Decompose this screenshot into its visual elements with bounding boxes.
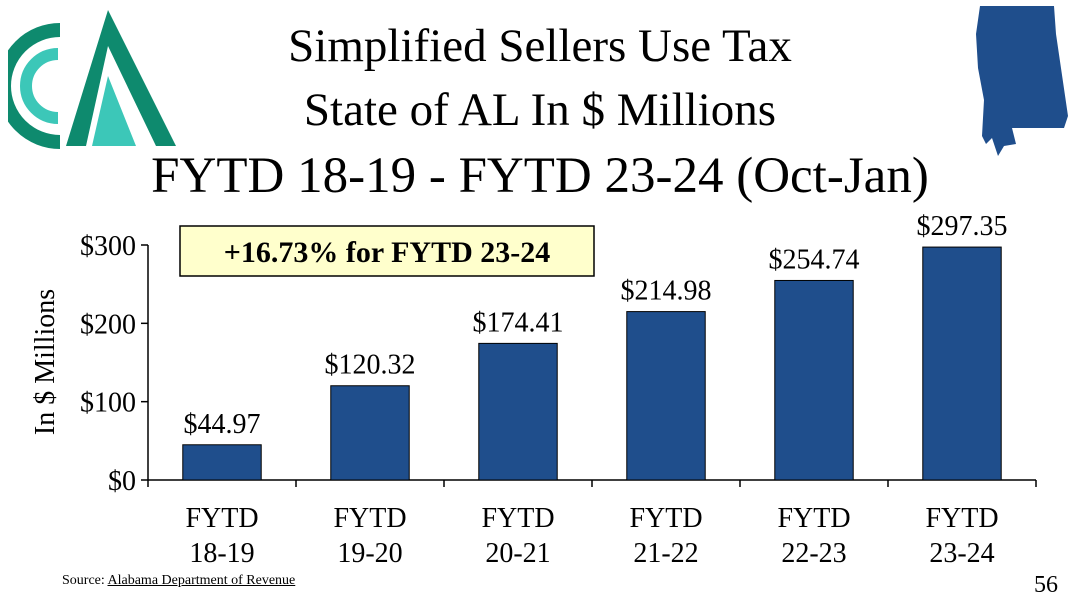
y-tick-label: $0 — [108, 466, 136, 497]
y-tick-label: $200 — [80, 309, 136, 340]
bar — [330, 385, 410, 481]
logo-outer-arc — [8, 23, 61, 149]
page-number: 56 — [1034, 572, 1058, 598]
bar — [774, 279, 854, 481]
bar — [182, 444, 262, 481]
chart-labels: $0 $100 $200 $300 In $ Millions $44.97 FYTD 18-… — [30, 211, 1008, 569]
bar-value-label: $297.35 — [917, 211, 1008, 242]
source-note: Source: Alabama Department of Revenue — [62, 573, 295, 589]
bar — [478, 342, 558, 481]
source-link[interactable]: Alabama Department of Revenue — [107, 573, 296, 588]
x-tick-label-line2: 23-24 — [929, 538, 994, 569]
agency-logo-icon — [8, 10, 176, 149]
bar-value-label: $254.74 — [769, 244, 860, 275]
x-tick-label-line1: FYTD — [185, 503, 258, 534]
y-tick-label: $300 — [80, 231, 136, 262]
x-tick-label-line1: FYTD — [777, 503, 850, 534]
bar-value-label: $44.97 — [184, 409, 261, 440]
x-tick-label-line2: 18-19 — [189, 538, 254, 569]
alabama-map-icon — [976, 6, 1068, 156]
title-line-1: Simplified Sellers Use Tax — [288, 20, 792, 72]
x-tick-label-line2: 19-20 — [337, 538, 402, 569]
y-axis-title: In $ Millions — [30, 289, 61, 435]
x-tick-label-line2: 21-22 — [633, 538, 698, 569]
x-tick-label-line1: FYTD — [629, 503, 702, 534]
title-line-3: FYTD 18-19 - FYTD 23-24 (Oct-Jan) — [151, 148, 929, 204]
title-line-2: State of AL In $ Millions — [303, 84, 777, 136]
x-tick-label-line2: 20-21 — [485, 538, 550, 569]
logo-mountain-dark — [66, 10, 176, 146]
x-tick-label-line1: FYTD — [925, 503, 998, 534]
callout-box — [179, 225, 595, 277]
callout-text: +16.73% for FYTD 23-24 — [224, 236, 551, 269]
source-label: Source: — [62, 573, 105, 588]
x-tick-label-line1: FYTD — [333, 503, 406, 534]
alabama-shape — [976, 6, 1068, 156]
bar-value-label: $174.41 — [473, 307, 564, 338]
y-tick-label: $100 — [80, 388, 136, 419]
logo-inner-arc — [20, 48, 59, 124]
bar-value-label: $120.32 — [325, 350, 416, 381]
x-tick-label-line2: 22-23 — [781, 538, 846, 569]
chart-axes — [141, 244, 1037, 487]
chart-bars — [182, 246, 1002, 481]
bar-value-label: $214.98 — [621, 276, 712, 307]
x-tick-label-line1: FYTD — [481, 503, 554, 534]
bar — [922, 246, 1002, 481]
logo-mountain-light — [92, 76, 136, 146]
bar — [626, 311, 706, 481]
